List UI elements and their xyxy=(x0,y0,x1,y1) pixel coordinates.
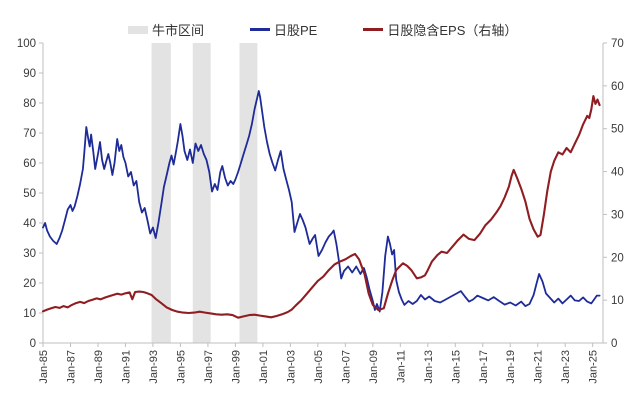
x-axis-tick-label: Jan-21 xyxy=(533,350,545,384)
right-axis-tick-label: 40 xyxy=(611,167,624,179)
x-axis-tick-label: Jan-09 xyxy=(368,350,380,384)
left-axis-tick-label: 100 xyxy=(17,38,36,50)
pe-line xyxy=(42,90,601,313)
legend-item-pe: 日股PE xyxy=(250,20,317,39)
right-axis-tick-label: 10 xyxy=(611,295,624,307)
chart-legend: 牛市区间 日股PE 日股隐含EPS（右轴） xyxy=(128,20,517,39)
x-axis-tick-label: Jan-01 xyxy=(258,350,270,384)
left-axis-tick-label: 90 xyxy=(23,68,36,80)
right-axis-tick-label: 50 xyxy=(611,124,624,136)
x-axis-tick-label: Jan-11 xyxy=(395,350,407,383)
x-axis-tick-label: Jan-05 xyxy=(313,350,325,384)
x-axis-tick-label: Jan-25 xyxy=(588,350,600,384)
right-axis-tick-label: 20 xyxy=(611,252,624,264)
eps-line xyxy=(41,95,601,319)
x-axis-tick-label: Jan-13 xyxy=(423,350,435,384)
right-axis-tick-label: 70 xyxy=(611,38,624,50)
pe-line-swatch xyxy=(250,28,271,31)
x-axis-tick-label: Jan-03 xyxy=(285,350,297,384)
x-axis-tick-label: Jan-91 xyxy=(120,350,132,384)
bull-market-band xyxy=(192,43,211,343)
x-axis-tick-label: Jan-93 xyxy=(148,350,160,384)
left-axis-tick-label: 80 xyxy=(23,98,36,110)
legend-item-bull-market: 牛市区间 xyxy=(128,20,204,39)
left-axis-tick-label: 0 xyxy=(30,338,36,350)
left-axis-tick-label: 60 xyxy=(23,158,36,170)
x-axis-tick-label: Jan-95 xyxy=(175,350,187,384)
right-axis-tick-label: 0 xyxy=(611,338,617,350)
left-axis-tick-label: 10 xyxy=(23,308,36,320)
legend-label-eps: 日股隐含EPS（右轴） xyxy=(387,23,518,38)
legend-label-pe: 日股PE xyxy=(274,23,318,38)
x-axis-tick-label: Jan-99 xyxy=(230,350,242,384)
bull-market-band-swatch xyxy=(128,25,148,34)
left-axis-tick-label: 30 xyxy=(23,248,36,260)
left-axis-tick-label: 20 xyxy=(23,278,36,290)
left-axis-tick-label: 40 xyxy=(23,218,36,230)
x-axis-tick-label: Jan-85 xyxy=(38,350,50,384)
x-axis-tick-label: Jan-15 xyxy=(450,350,462,384)
legend-item-eps: 日股隐含EPS（右轴） xyxy=(363,20,517,39)
x-axis-tick-label: Jan-97 xyxy=(203,350,215,384)
right-axis-tick-label: 30 xyxy=(611,209,624,221)
eps-line-swatch xyxy=(363,28,384,31)
x-axis-tick-label: Jan-17 xyxy=(478,350,490,384)
x-axis-tick-label: Jan-23 xyxy=(560,350,572,384)
left-axis-tick-label: 70 xyxy=(23,128,36,140)
x-axis-tick-label: Jan-19 xyxy=(505,350,517,384)
legend-label-bull-market: 牛市区间 xyxy=(152,23,205,38)
x-axis-tick-label: Jan-07 xyxy=(340,350,352,384)
bull-market-band xyxy=(239,43,258,343)
right-axis-tick-label: 60 xyxy=(611,81,624,93)
left-axis-tick-label: 50 xyxy=(23,188,36,200)
bull-market-band xyxy=(151,43,171,343)
x-axis-tick-label: Jan-89 xyxy=(93,350,105,384)
x-axis-tick-label: Jan-87 xyxy=(65,350,77,384)
